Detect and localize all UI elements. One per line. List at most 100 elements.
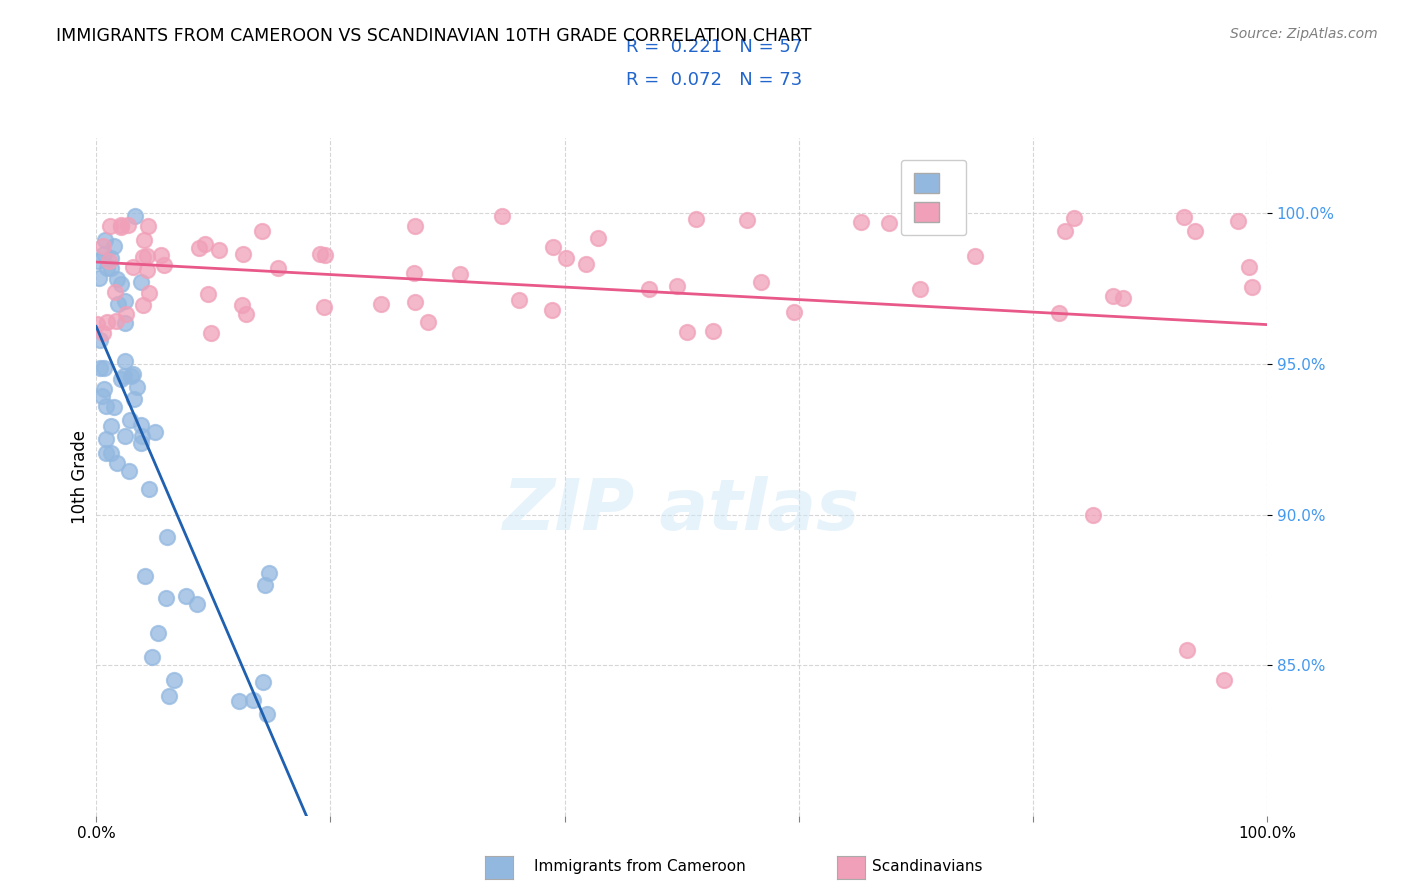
Point — [1227, 214, 1250, 228]
Point — [89, 271, 111, 285]
Point — [541, 239, 564, 253]
Point — [141, 649, 163, 664]
Legend: , : , — [901, 160, 966, 235]
Point — [638, 282, 661, 296]
Point — [370, 297, 392, 311]
Point — [120, 368, 142, 383]
Point — [96, 316, 118, 330]
Point — [91, 239, 114, 253]
Point — [94, 446, 117, 460]
Point — [586, 231, 609, 245]
Point — [259, 566, 281, 581]
Text: R =  0.221   N = 57: R = 0.221 N = 57 — [626, 37, 801, 55]
Point — [110, 219, 132, 233]
Point — [110, 372, 132, 386]
Point — [114, 353, 136, 368]
Text: Source: ZipAtlas.com: Source: ZipAtlas.com — [1230, 27, 1378, 41]
Point — [100, 251, 122, 265]
Point — [449, 268, 471, 282]
Point — [665, 279, 688, 293]
Point — [122, 392, 145, 406]
Point — [207, 244, 229, 258]
Point — [1241, 280, 1264, 294]
Point — [122, 260, 145, 274]
Point — [132, 233, 155, 247]
Point — [1063, 211, 1085, 225]
Point — [125, 379, 148, 393]
Point — [96, 432, 118, 446]
Point — [242, 693, 264, 707]
Point — [1083, 508, 1105, 522]
Point — [89, 334, 111, 348]
Point — [228, 694, 250, 708]
Point — [103, 239, 125, 253]
Point — [783, 305, 806, 319]
Point — [132, 251, 155, 265]
Point — [254, 578, 277, 592]
Point — [312, 300, 335, 314]
Point — [1101, 288, 1123, 302]
Point — [749, 275, 772, 289]
Point — [252, 674, 274, 689]
Point — [146, 626, 169, 640]
Point — [174, 590, 197, 604]
Point — [152, 258, 174, 272]
Point — [231, 298, 253, 312]
Point — [117, 464, 139, 478]
Point — [418, 315, 440, 329]
Point — [98, 253, 121, 268]
Point — [155, 591, 177, 605]
Point — [194, 236, 217, 251]
Point — [134, 568, 156, 582]
Point — [136, 263, 159, 277]
Point — [1054, 224, 1077, 238]
Point — [309, 246, 332, 260]
Point — [187, 241, 209, 255]
Point — [908, 282, 931, 296]
Point — [491, 210, 513, 224]
Point — [100, 261, 122, 276]
Point — [87, 253, 110, 268]
Point — [110, 277, 132, 291]
Point — [702, 324, 724, 338]
Text: Immigrants from Cameroon: Immigrants from Cameroon — [534, 859, 747, 874]
Point — [143, 425, 166, 440]
Point — [851, 215, 873, 229]
Point — [735, 213, 758, 227]
Point — [107, 297, 129, 311]
Point — [232, 247, 254, 261]
Point — [135, 249, 157, 263]
Point — [104, 285, 127, 299]
Point — [94, 400, 117, 414]
Point — [1112, 291, 1135, 305]
Point — [124, 210, 146, 224]
Point — [157, 689, 180, 703]
Point — [100, 419, 122, 434]
Point — [94, 233, 117, 247]
Text: IMMIGRANTS FROM CAMEROON VS SCANDINAVIAN 10TH GRADE CORRELATION CHART: IMMIGRANTS FROM CAMEROON VS SCANDINAVIAN… — [56, 27, 811, 45]
Point — [877, 216, 900, 230]
Point — [98, 219, 121, 233]
Point — [107, 456, 129, 470]
Point — [91, 326, 114, 340]
Point — [404, 294, 426, 309]
Point — [1184, 224, 1206, 238]
Point — [676, 325, 699, 339]
Point — [150, 248, 173, 262]
Point — [103, 400, 125, 414]
Point — [129, 418, 152, 433]
Point — [114, 317, 136, 331]
Point — [104, 314, 127, 328]
Point — [1173, 210, 1195, 224]
Point — [138, 219, 160, 233]
Point — [132, 297, 155, 311]
Point — [138, 285, 160, 300]
Point — [402, 266, 425, 280]
Point — [100, 446, 122, 460]
Point — [235, 307, 257, 321]
Point — [131, 429, 153, 443]
Point — [89, 361, 111, 376]
Point — [963, 249, 986, 263]
Text: ZIP atlas: ZIP atlas — [503, 476, 860, 545]
Point — [541, 303, 564, 318]
